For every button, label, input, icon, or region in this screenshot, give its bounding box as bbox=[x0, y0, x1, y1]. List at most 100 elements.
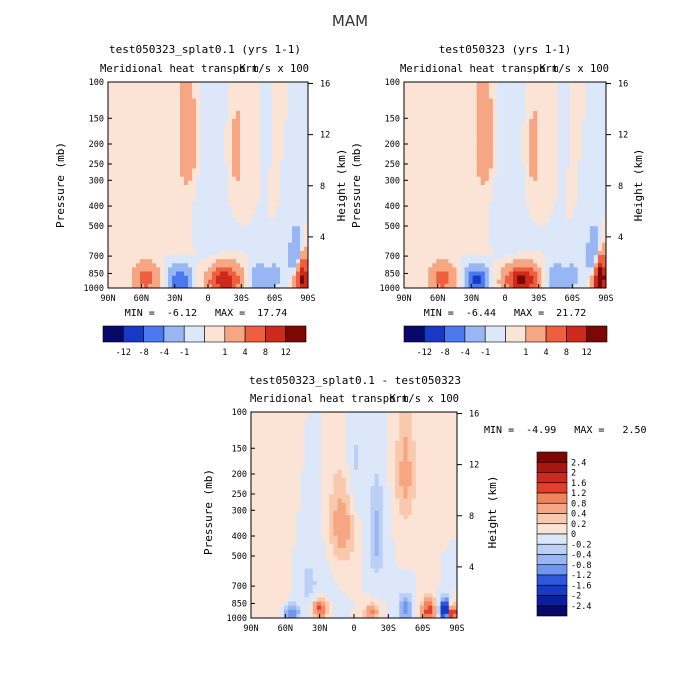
field-cell bbox=[561, 86, 566, 91]
field-cell bbox=[272, 168, 277, 174]
field-cell bbox=[412, 226, 417, 231]
field-cell bbox=[128, 283, 133, 289]
field-cell bbox=[404, 147, 409, 153]
field-cell bbox=[256, 267, 261, 272]
field-cell bbox=[132, 143, 137, 149]
field-cell bbox=[160, 217, 165, 223]
field-cell bbox=[152, 250, 157, 256]
field-cell bbox=[240, 189, 245, 194]
field-cell bbox=[172, 156, 177, 161]
field-cell bbox=[577, 82, 583, 87]
field-cell bbox=[236, 147, 241, 153]
field-cell bbox=[424, 259, 429, 264]
field-cell bbox=[132, 279, 137, 285]
field-cell bbox=[188, 185, 193, 190]
field-cell bbox=[553, 172, 558, 178]
field-cell bbox=[565, 226, 571, 231]
field-cell bbox=[120, 201, 125, 206]
field-cell bbox=[428, 234, 433, 239]
field-cell bbox=[553, 217, 558, 223]
field-cell bbox=[180, 255, 185, 260]
field-cell bbox=[509, 283, 514, 289]
field-cell bbox=[128, 143, 133, 149]
field-cell bbox=[509, 94, 514, 99]
field-cell bbox=[557, 114, 562, 120]
field-cell bbox=[244, 139, 249, 145]
field-cell bbox=[200, 238, 205, 244]
field-cell bbox=[573, 263, 579, 268]
field-cell bbox=[132, 90, 137, 95]
field-cell bbox=[557, 164, 562, 169]
field-cell bbox=[128, 226, 133, 231]
field-cell bbox=[116, 263, 121, 268]
field-cell bbox=[196, 255, 201, 260]
field-cell bbox=[529, 259, 534, 264]
field-cell bbox=[577, 255, 583, 260]
field-cell bbox=[224, 123, 229, 128]
field-cell bbox=[513, 160, 518, 165]
field-cell bbox=[172, 90, 177, 95]
field-cell bbox=[172, 222, 177, 227]
field-cell bbox=[500, 180, 506, 186]
field-cell bbox=[120, 139, 125, 145]
field-cell bbox=[496, 94, 502, 99]
field-cell bbox=[252, 176, 257, 182]
field-cell bbox=[420, 242, 425, 248]
field-cell bbox=[244, 94, 249, 99]
field-cell bbox=[192, 201, 197, 206]
field-cell bbox=[585, 139, 591, 145]
field-cell bbox=[488, 98, 494, 103]
field-cell bbox=[496, 180, 502, 186]
field-cell bbox=[276, 275, 281, 281]
field-cell bbox=[288, 283, 293, 289]
field-cell bbox=[252, 234, 257, 239]
field-cell bbox=[408, 160, 413, 165]
field-cell bbox=[212, 279, 217, 285]
field-cell bbox=[136, 259, 141, 264]
field-cell bbox=[456, 147, 461, 153]
field-cell bbox=[164, 230, 169, 235]
field-cell bbox=[460, 283, 465, 289]
field-cell bbox=[288, 267, 293, 272]
field-cell bbox=[432, 271, 437, 277]
field-cell bbox=[525, 131, 530, 136]
field-cell bbox=[200, 283, 205, 289]
field-cell bbox=[284, 275, 289, 281]
field-cell bbox=[500, 197, 506, 202]
field-cell bbox=[240, 275, 245, 281]
field-cell bbox=[108, 193, 113, 198]
field-cell bbox=[216, 135, 221, 141]
field-cell bbox=[236, 250, 241, 256]
field-cell bbox=[296, 250, 301, 256]
field-cell bbox=[428, 152, 433, 157]
field-cell bbox=[256, 279, 261, 285]
field-cell bbox=[476, 259, 482, 264]
field-cell bbox=[172, 86, 177, 91]
field-cell bbox=[505, 259, 510, 264]
field-cell bbox=[212, 102, 217, 108]
field-cell bbox=[240, 259, 245, 264]
field-cell bbox=[565, 217, 571, 223]
field-cell bbox=[268, 86, 273, 91]
field-cell bbox=[561, 176, 566, 182]
field-cell bbox=[144, 86, 149, 91]
field-cell bbox=[200, 209, 205, 215]
field-cell bbox=[460, 123, 465, 128]
field-cell bbox=[152, 82, 157, 87]
field-cell bbox=[140, 246, 145, 252]
field-cell bbox=[428, 110, 433, 116]
field-cell bbox=[517, 271, 522, 277]
field-cell bbox=[128, 205, 133, 211]
field-cell bbox=[541, 205, 546, 211]
field-cell bbox=[284, 102, 289, 108]
field-cell bbox=[577, 263, 583, 268]
field-cell bbox=[513, 86, 518, 91]
field-cell bbox=[284, 147, 289, 153]
field-cell bbox=[452, 160, 457, 165]
field-cell bbox=[557, 110, 562, 116]
field-cell bbox=[541, 143, 546, 149]
field-cell bbox=[496, 255, 502, 260]
field-cell bbox=[216, 242, 221, 248]
field-cell bbox=[573, 110, 579, 116]
field-cell bbox=[292, 246, 297, 252]
